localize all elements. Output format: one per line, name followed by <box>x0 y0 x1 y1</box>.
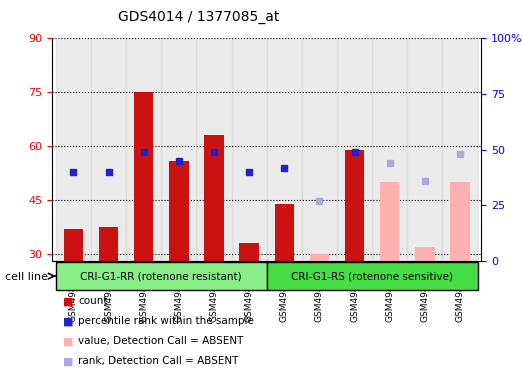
Bar <box>267 38 302 261</box>
Bar <box>337 38 372 261</box>
Bar <box>345 150 365 261</box>
Bar <box>267 262 477 290</box>
Text: CRI-G1-RS (rotenone sensitive): CRI-G1-RS (rotenone sensitive) <box>291 271 453 281</box>
Text: ■: ■ <box>63 316 73 326</box>
Bar <box>197 38 232 261</box>
Bar <box>442 38 477 261</box>
Bar <box>240 243 259 261</box>
Bar <box>302 38 337 261</box>
Bar <box>407 38 442 261</box>
Bar <box>415 247 435 261</box>
Bar <box>275 204 294 261</box>
Text: ■: ■ <box>63 296 73 306</box>
Bar <box>56 38 91 261</box>
Bar <box>64 229 83 261</box>
Text: cell line: cell line <box>5 272 48 282</box>
Text: GDS4014 / 1377085_at: GDS4014 / 1377085_at <box>118 10 279 23</box>
Text: CRI-G1-RR (rotenone resistant): CRI-G1-RR (rotenone resistant) <box>81 271 242 281</box>
Bar <box>91 38 126 261</box>
Bar <box>204 136 224 261</box>
Bar <box>161 38 197 261</box>
Text: ■: ■ <box>63 336 73 346</box>
Bar <box>450 182 470 261</box>
Bar <box>134 92 153 261</box>
Text: percentile rank within the sample: percentile rank within the sample <box>78 316 254 326</box>
Text: count: count <box>78 296 108 306</box>
Text: ■: ■ <box>63 356 73 366</box>
Bar <box>126 38 161 261</box>
Bar <box>380 182 400 261</box>
Bar <box>232 38 267 261</box>
Text: value, Detection Call = ABSENT: value, Detection Call = ABSENT <box>78 336 244 346</box>
Bar <box>310 254 329 261</box>
Bar <box>372 38 407 261</box>
Bar <box>169 161 188 261</box>
Bar <box>56 262 267 290</box>
Text: rank, Detection Call = ABSENT: rank, Detection Call = ABSENT <box>78 356 239 366</box>
Bar <box>99 227 118 261</box>
